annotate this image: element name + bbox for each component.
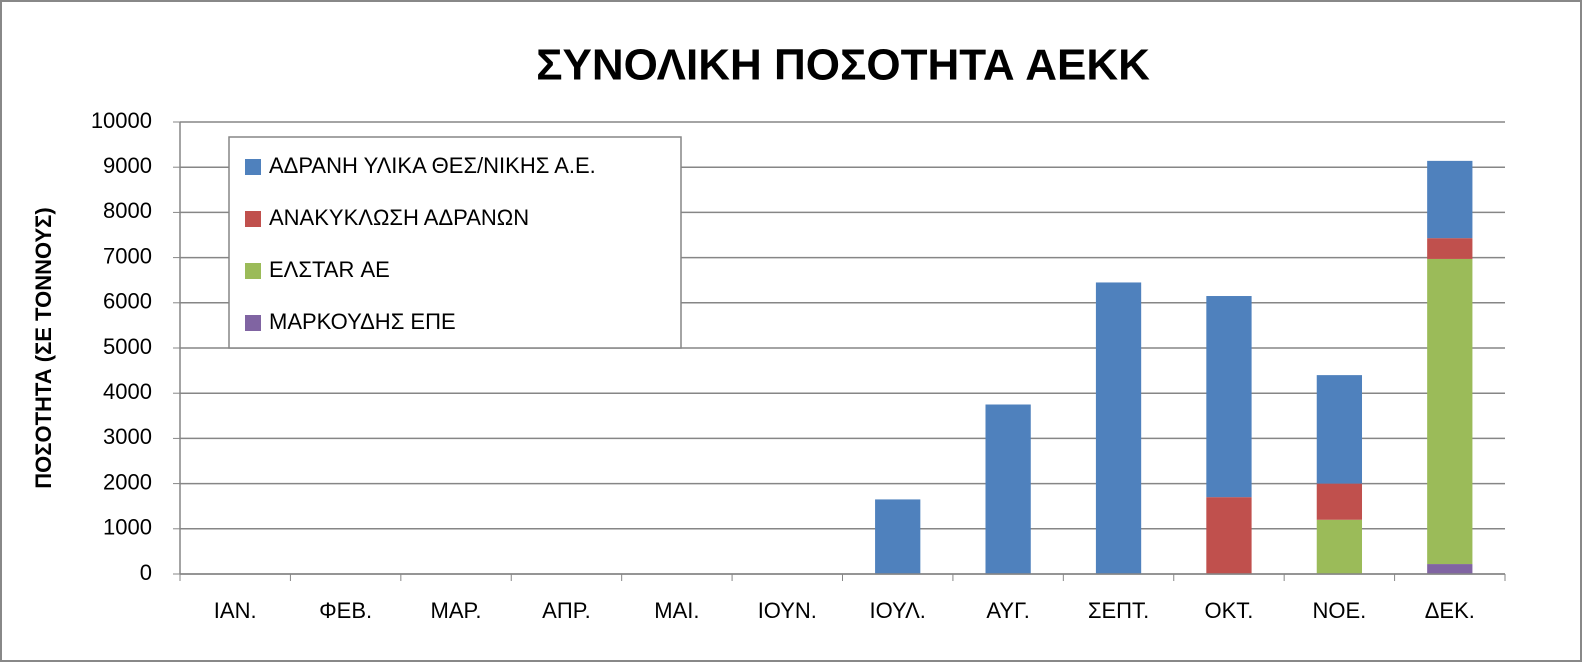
bar-segment xyxy=(875,499,921,574)
x-tick-label: ΜΑΙ. xyxy=(654,598,699,623)
legend-swatch xyxy=(245,159,261,175)
legend-box xyxy=(228,136,682,349)
bar-segment xyxy=(1206,497,1252,574)
bar-segment xyxy=(1095,282,1142,574)
bar-segment xyxy=(1206,296,1252,498)
x-tick-label: ΦΕΒ. xyxy=(319,598,372,623)
y-tick-label: 10000 xyxy=(91,108,152,133)
legend-label: ΑΝΑΚΥΚΛΩΣΗ ΑΔΡΑΝΩΝ xyxy=(269,205,529,230)
y-tick-label: 0 xyxy=(140,560,152,585)
x-tick-label: ΟΚΤ. xyxy=(1204,598,1253,623)
y-tick-label: 6000 xyxy=(103,289,152,314)
y-tick-label: 2000 xyxy=(103,469,152,494)
bar-segment xyxy=(1427,160,1473,239)
y-tick-label: 7000 xyxy=(103,243,152,268)
x-tick-label: ΔΕΚ. xyxy=(1425,598,1475,623)
bar-segment xyxy=(1316,483,1363,520)
x-tick-label: ΙΑΝ. xyxy=(214,598,257,623)
y-tick-label: 8000 xyxy=(103,198,152,223)
legend-label: ΜΑΡΚΟΥΔΗΣ ΕΠΕ xyxy=(269,309,456,334)
x-tick-label: ΝΟΕ. xyxy=(1312,598,1366,623)
bar-segment xyxy=(985,404,1031,574)
bar-segment xyxy=(1427,564,1473,574)
x-tick-label: ΑΠΡ. xyxy=(542,598,591,623)
bar-segment xyxy=(1427,258,1473,565)
bar-segment xyxy=(1427,238,1473,259)
y-tick-label: 4000 xyxy=(103,379,152,404)
chart-title: ΣΥΝΟΛΙΚΗ ΠΟΣΟΤΗΤΑ ΑΕΚΚ xyxy=(536,41,1150,90)
legend-swatch xyxy=(245,211,261,227)
y-tick-label: 1000 xyxy=(103,515,152,540)
bar-segment xyxy=(1316,519,1363,574)
legend-label: ΕΛΣΤΑR ΑΕ xyxy=(269,257,390,282)
y-tick-label: 5000 xyxy=(103,334,152,359)
x-tick-label: ΜΑΡ. xyxy=(431,598,482,623)
y-axis-label: ΠΟΣΟΤΗΤΑ (ΣΕ ΤΟΝΝΟΥΣ) xyxy=(31,207,56,488)
y-tick-label: 3000 xyxy=(103,424,152,449)
legend-swatch xyxy=(245,315,261,331)
x-tick-label: ΑΥΓ. xyxy=(986,598,1030,623)
x-tick-label: ΣΕΠΤ. xyxy=(1088,598,1149,623)
legend-label: ΑΔΡΑΝΗ ΥΛΙΚΑ ΘΕΣ/ΝΙΚΗΣ Α.Ε. xyxy=(269,153,596,178)
bar-segment xyxy=(1316,375,1363,484)
x-tick-label: ΙΟΥΛ. xyxy=(870,598,926,623)
y-tick-label: 9000 xyxy=(103,153,152,178)
x-tick-label: ΙΟΥΝ. xyxy=(758,598,817,623)
legend-swatch xyxy=(245,263,261,279)
